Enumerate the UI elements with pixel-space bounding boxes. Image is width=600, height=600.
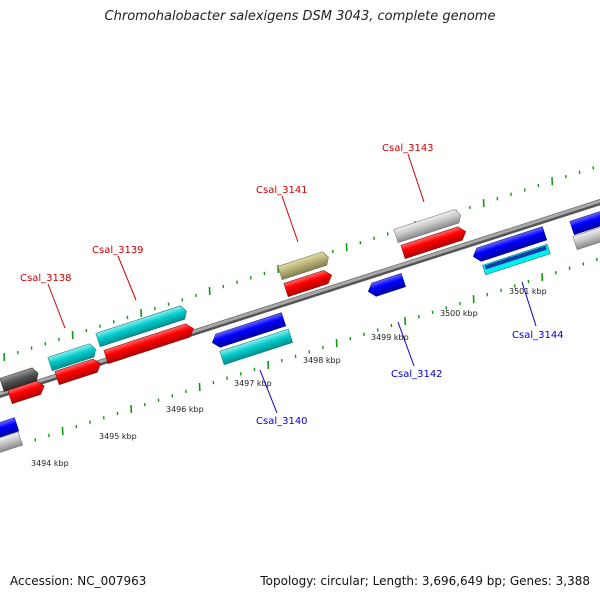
reverse-cds-track xyxy=(0,226,551,456)
gene-feature[interactable] xyxy=(0,367,40,392)
gene-feature[interactable] xyxy=(0,431,23,456)
forward-strand-ticks xyxy=(3,166,595,362)
gene-label-csal-3138[interactable]: Csal_3138 xyxy=(20,273,72,284)
gene-label-csal-3142[interactable]: Csal_3142 xyxy=(391,369,443,380)
gene-feature-csal-3143[interactable] xyxy=(393,208,463,243)
scale-labels: 3494 kbp 3495 kbp 3496 kbp 3497 kbp 3498… xyxy=(31,287,547,468)
gene-label-csal-3139[interactable]: Csal_3139 xyxy=(92,245,144,256)
leader-line-csal-3140 xyxy=(259,369,278,414)
leader-line-csal-3142 xyxy=(397,321,415,367)
scale-label-3500: 3500 kbp xyxy=(440,309,478,318)
gene-label-csal-3140[interactable]: Csal_3140 xyxy=(256,416,308,427)
cds-feature-csal-3141[interactable] xyxy=(283,269,334,297)
label-leader-lines xyxy=(47,153,537,414)
leader-line-csal-3143 xyxy=(407,153,425,203)
cds-feature-csal-3143[interactable] xyxy=(400,225,468,259)
gene-label-csal-3143[interactable]: Csal_3143 xyxy=(382,143,434,154)
forward-gene-track xyxy=(0,208,600,392)
scale-label-3501: 3501 kbp xyxy=(509,287,547,296)
scale-label-3496: 3496 kbp xyxy=(166,405,204,414)
cds-feature[interactable] xyxy=(572,222,600,250)
scale-label-3498: 3498 kbp xyxy=(303,356,341,365)
cds-feature[interactable] xyxy=(0,417,20,440)
scale-label-3499: 3499 kbp xyxy=(371,333,409,342)
scale-label-3497: 3497 kbp xyxy=(234,379,272,388)
gene-feature[interactable] xyxy=(569,208,600,235)
cds-feature-csal-3144[interactable] xyxy=(471,226,548,263)
gene-labels: Csal_3138 Csal_3139 Csal_3141 Csal_3143 … xyxy=(20,143,564,427)
genome-summary-text: Topology: circular; Length: 3,696,649 bp… xyxy=(260,574,590,588)
gene-feature-csal-3140[interactable] xyxy=(219,328,293,365)
gene-feature-csal-3138[interactable] xyxy=(47,343,98,371)
gene-label-csal-3144[interactable]: Csal_3144 xyxy=(512,330,564,341)
gene-feature-csal-3144[interactable] xyxy=(482,243,551,276)
leader-line-csal-3141 xyxy=(281,195,299,243)
leader-line-csal-3144 xyxy=(521,281,537,327)
cds-feature-csal-3142[interactable] xyxy=(366,273,406,298)
reverse-strand-ticks xyxy=(7,257,598,451)
gene-feature-csal-3139[interactable] xyxy=(95,305,189,347)
leader-line-csal-3138 xyxy=(47,283,66,329)
cds-feature-csal-3140[interactable] xyxy=(210,312,287,349)
cds-feature-csal-3139[interactable] xyxy=(103,322,196,364)
scale-label-3494: 3494 kbp xyxy=(31,459,69,468)
genome-title: Chromohalobacter salexigens DSM 3043, co… xyxy=(104,9,496,24)
cds-feature-csal-3138[interactable] xyxy=(54,357,103,385)
forward-cds-track xyxy=(7,222,600,404)
accession-text: Accession: NC_007963 xyxy=(10,574,147,588)
scale-label-3495: 3495 kbp xyxy=(99,432,137,441)
cds-feature[interactable] xyxy=(7,379,47,404)
gene-label-csal-3141[interactable]: Csal_3141 xyxy=(256,185,308,196)
gene-feature-csal-3141[interactable] xyxy=(277,251,331,280)
leader-line-csal-3139 xyxy=(117,255,137,301)
